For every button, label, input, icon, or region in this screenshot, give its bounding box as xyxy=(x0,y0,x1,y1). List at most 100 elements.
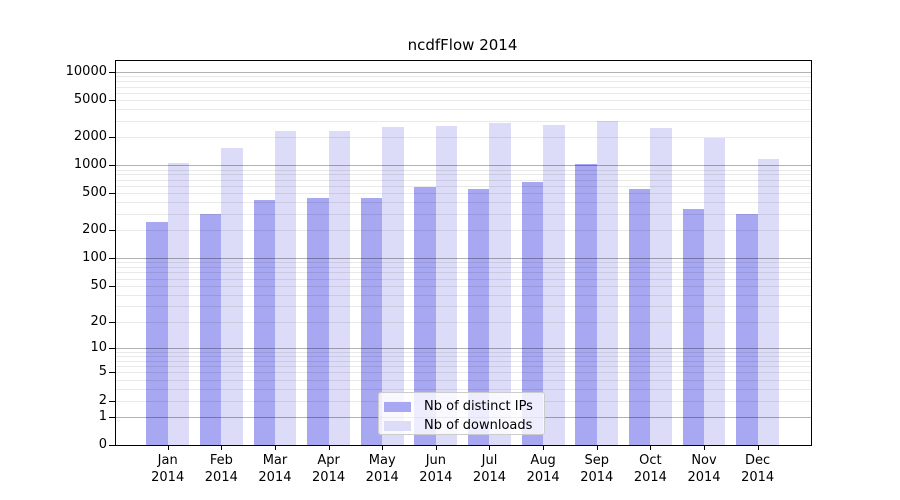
y-gridline-minor xyxy=(116,267,811,269)
bar-distinct-ips-jan-2014 xyxy=(146,222,168,445)
x-tick-label: Aug 2014 xyxy=(526,453,560,485)
legend: Nb of distinct IPs Nb of downloads xyxy=(378,392,545,435)
y-tick-mark xyxy=(109,347,116,349)
bar-downloads-mar-2014 xyxy=(274,131,297,445)
bar-distinct-ips-jul-2014 xyxy=(468,188,490,445)
bar-downloads-sep-2014 xyxy=(596,120,619,445)
legend-swatch-downloads xyxy=(384,420,411,431)
y-gridline-major xyxy=(116,72,811,74)
y-gridline-major xyxy=(116,165,811,167)
x-tick-mark xyxy=(650,445,652,450)
legend-label-distinct-ips: Nb of distinct IPs xyxy=(424,399,533,414)
bar-downloads-jan-2014 xyxy=(167,162,190,445)
y-tick-label: 100 xyxy=(82,250,107,266)
y-gridline-minor xyxy=(116,186,811,187)
chart-title: ncdfFlow 2014 xyxy=(407,36,518,54)
y-tick-mark xyxy=(109,137,116,139)
y-tick-label: 5 xyxy=(98,364,107,380)
x-tick-mark xyxy=(382,445,384,450)
bar-distinct-ips-mar-2014 xyxy=(253,199,275,445)
bar-downloads-nov-2014 xyxy=(704,138,726,445)
y-gridline-minor xyxy=(116,230,811,232)
y-tick-label: 500 xyxy=(82,185,107,201)
bar-distinct-ips-may-2014 xyxy=(360,198,383,445)
y-gridline-minor xyxy=(116,388,811,390)
x-tick-mark xyxy=(221,445,223,450)
y-tick-mark xyxy=(109,400,116,402)
y-gridline-minor xyxy=(116,109,811,111)
y-gridline-major xyxy=(116,258,811,260)
y-tick-label: 10000 xyxy=(65,64,107,80)
bar-downloads-dec-2014 xyxy=(757,159,780,445)
y-tick-mark xyxy=(109,416,116,418)
bar-downloads-jun-2014 xyxy=(435,125,458,445)
y-gridline-minor xyxy=(116,306,811,307)
y-gridline-minor xyxy=(116,137,811,139)
x-tick-mark xyxy=(435,445,437,450)
y-tick-label: 5000 xyxy=(73,92,107,108)
y-gridline-minor xyxy=(116,360,811,362)
bar-distinct-ips-oct-2014 xyxy=(628,188,651,445)
x-tick-label: Dec 2014 xyxy=(741,453,775,485)
y-gridline-minor xyxy=(116,366,811,368)
y-gridline-minor xyxy=(116,356,811,358)
y-gridline-minor xyxy=(116,372,811,374)
y-gridline-minor xyxy=(116,169,811,171)
x-tick-label: Jan 2014 xyxy=(151,453,185,485)
bar-downloads-apr-2014 xyxy=(328,131,350,445)
y-tick-mark xyxy=(109,230,116,232)
y-tick-label: 1000 xyxy=(73,157,107,173)
y-tick-mark xyxy=(109,321,116,323)
x-tick-mark xyxy=(543,445,545,450)
x-tick-label: Nov 2014 xyxy=(687,453,721,485)
legend-row-distinct-ips: Nb of distinct IPs xyxy=(384,399,544,414)
x-tick-label: Sep 2014 xyxy=(580,453,614,485)
y-gridline-minor xyxy=(116,193,811,195)
x-tick-mark xyxy=(704,445,705,450)
y-tick-label: 2000 xyxy=(73,129,107,145)
bar-distinct-ips-jun-2014 xyxy=(414,186,436,445)
y-gridline-minor xyxy=(116,285,811,287)
y-tick-mark xyxy=(109,258,116,260)
x-tick-mark xyxy=(328,445,330,450)
y-tick-label: 50 xyxy=(90,277,107,293)
y-gridline-minor xyxy=(116,179,811,181)
legend-swatch-distinct-ips xyxy=(384,401,411,412)
y-tick-label: 1 xyxy=(98,408,107,424)
y-gridline-minor xyxy=(116,379,811,381)
y-tick-label: 200 xyxy=(82,222,107,238)
y-gridline-minor xyxy=(116,81,811,83)
x-tick-label: Feb 2014 xyxy=(204,453,238,485)
bar-downloads-feb-2014 xyxy=(221,148,243,445)
y-gridline-major xyxy=(116,347,811,349)
bar-distinct-ips-dec-2014 xyxy=(736,213,758,445)
bar-distinct-ips-sep-2014 xyxy=(575,163,597,445)
y-tick-mark xyxy=(109,72,116,74)
y-tick-mark xyxy=(109,165,116,167)
x-tick-label: May 2014 xyxy=(365,453,399,485)
y-gridline-minor xyxy=(116,213,811,215)
y-gridline-minor xyxy=(116,174,811,176)
y-tick-mark xyxy=(109,193,116,195)
x-tick-label: Mar 2014 xyxy=(258,453,292,485)
y-gridline-minor xyxy=(116,262,811,264)
bar-distinct-ips-feb-2014 xyxy=(199,213,222,445)
y-tick-mark xyxy=(109,100,116,102)
x-tick-mark xyxy=(596,445,598,450)
x-tick-label: Oct 2014 xyxy=(633,453,667,485)
x-tick-label: Jul 2014 xyxy=(472,453,507,485)
x-tick-mark xyxy=(274,445,276,450)
y-tick-mark xyxy=(109,285,116,287)
y-tick-label: 20 xyxy=(90,313,107,329)
bar-distinct-ips-nov-2014 xyxy=(682,208,704,445)
y-gridline-minor xyxy=(116,272,811,274)
y-gridline-minor xyxy=(116,278,811,280)
y-gridline-minor xyxy=(116,76,811,78)
bar-downloads-aug-2014 xyxy=(543,124,565,445)
y-gridline-minor xyxy=(116,202,811,204)
x-tick-label: Jun 2014 xyxy=(419,453,453,485)
y-gridline-minor xyxy=(116,351,811,353)
bar-downloads-may-2014 xyxy=(382,127,404,445)
y-gridline-minor xyxy=(116,321,811,323)
